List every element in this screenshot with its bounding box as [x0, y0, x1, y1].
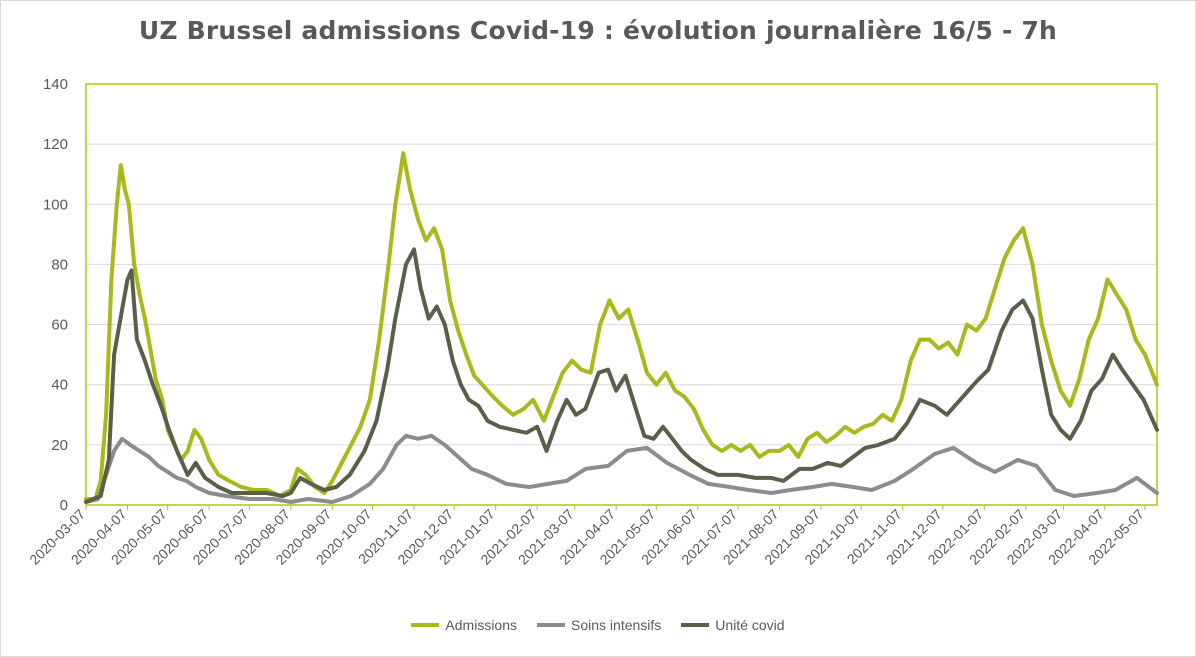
series-line-admissions — [84, 151, 1159, 501]
legend-item-soins-intensifs: Soins intensifs — [537, 617, 661, 633]
y-tick-label: 140 — [43, 76, 68, 93]
legend-swatch-unite-covid — [681, 623, 710, 627]
legend-swatch-admissions — [411, 623, 440, 627]
legend-label-unite-covid: Unité covid — [715, 617, 785, 633]
y-tick-label: 100 — [43, 196, 68, 213]
legend: Admissions Soins intensifs Unité covid — [0, 617, 1196, 633]
chart-title: UZ Brussel admissions Covid-19 : évoluti… — [138, 16, 1058, 45]
legend-item-unite-covid: Unité covid — [681, 617, 785, 633]
series-line-soins-intensifs — [84, 433, 1159, 504]
y-tick-label: 20 — [51, 437, 68, 454]
legend-label-soins-intensifs: Soins intensifs — [571, 617, 662, 633]
y-tick-label: 60 — [51, 317, 68, 334]
plot-area — [85, 83, 1158, 506]
y-tick-label: 120 — [43, 136, 68, 153]
y-tick-label: 80 — [51, 256, 68, 273]
legend-label-admissions: Admissions — [445, 617, 518, 633]
legend-item-admissions: Admissions — [411, 617, 517, 633]
series-line-unit-covid — [84, 247, 1159, 504]
y-tick-label: 0 — [60, 497, 68, 514]
y-tick-label: 40 — [51, 377, 68, 394]
legend-swatch-soins-intensifs — [537, 623, 566, 627]
